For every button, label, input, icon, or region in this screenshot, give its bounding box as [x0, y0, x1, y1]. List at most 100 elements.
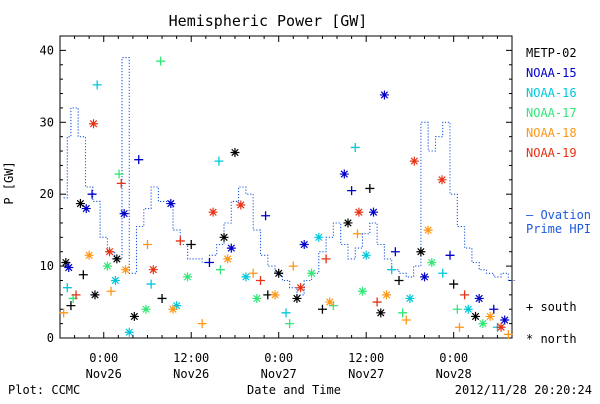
south-marker: [156, 56, 166, 66]
north-marker: [474, 293, 484, 303]
north-marker: [339, 169, 349, 179]
legend-entry: NOAA-19: [526, 146, 577, 160]
x-tick-time-label: 12:00: [173, 351, 209, 365]
south-marker: [503, 329, 513, 339]
south-marker: [390, 247, 400, 257]
north-marker: [75, 199, 85, 209]
north-marker: [81, 204, 91, 214]
north-marker: [124, 327, 134, 337]
south-marker: [214, 156, 224, 166]
south-marker: [87, 189, 97, 199]
south-marker: [350, 142, 360, 152]
north-marker: [148, 265, 158, 275]
x-tick-date-label: Nov27: [261, 367, 297, 381]
south-marker: [157, 293, 167, 303]
north-marker: [90, 290, 100, 300]
north-marker: [368, 207, 378, 217]
south-marker: [175, 236, 185, 246]
north-marker: [423, 225, 433, 235]
south-marker: [261, 211, 271, 221]
south-marker: [352, 229, 362, 239]
south-marker: [146, 279, 156, 289]
north-marker: [292, 293, 302, 303]
south-marker: [281, 308, 291, 318]
north-marker: [382, 290, 392, 300]
south-marker: [438, 268, 448, 278]
north-marker: [102, 261, 112, 271]
north-marker: [409, 156, 419, 166]
north-marker: [183, 272, 193, 282]
plot-frame: [59, 35, 513, 339]
north-marker: [463, 304, 473, 314]
south-marker: [372, 297, 382, 307]
south-marker: [71, 290, 81, 300]
north-marker: [241, 272, 251, 282]
north-marker: [208, 207, 218, 217]
north-marker: [274, 268, 284, 278]
south-marker: [398, 308, 408, 318]
x-tick-time-label: 0:00: [89, 351, 118, 365]
x-tick-date-label: Nov26: [86, 367, 122, 381]
y-tick-label: 0: [47, 331, 54, 345]
north-marker: [358, 286, 368, 296]
x-axis-label: Date and Time: [247, 383, 341, 397]
north-marker: [420, 272, 430, 282]
south-marker: [321, 254, 331, 264]
north-marker: [325, 297, 335, 307]
north-marker: [299, 240, 309, 250]
footer-timestamp: 2012/11/28 20:20:24: [455, 383, 592, 397]
x-tick-time-label: 12:00: [348, 351, 384, 365]
x-tick-time-label: 0:00: [264, 351, 293, 365]
chart-title: Hemispheric Power [GW]: [169, 12, 368, 30]
south-marker: [92, 80, 102, 90]
south-marker: [106, 286, 116, 296]
y-tick-label: 40: [40, 43, 54, 57]
south-marker: [197, 319, 207, 329]
south-marker: [285, 319, 295, 329]
north-marker: [343, 218, 353, 228]
south-marker: [142, 240, 152, 250]
x-tick-time-label: 0:00: [439, 351, 468, 365]
south-marker: [452, 304, 462, 314]
north-marker: [478, 319, 488, 329]
south-marker: [62, 283, 72, 293]
south-marker: [248, 268, 258, 278]
south-marker: [401, 315, 411, 325]
south-marker: [317, 304, 327, 314]
legend-entry: NOAA-16: [526, 86, 577, 100]
south-marker: [460, 290, 470, 300]
north-marker: [64, 263, 74, 273]
south-marker: [66, 301, 76, 311]
north-marker: [314, 232, 324, 242]
south-marker: [288, 261, 298, 271]
north-marker: [84, 250, 94, 260]
south-marker: [387, 265, 397, 275]
footer-credit: Plot: CCMC: [8, 383, 80, 397]
north-marker: [219, 232, 229, 242]
north-marker: [270, 290, 280, 300]
north-marker: [121, 265, 131, 275]
north-marker-legend: * north: [526, 332, 577, 346]
south-marker: [204, 258, 214, 267]
north-marker: [223, 254, 233, 264]
south-marker: [116, 178, 126, 188]
south-marker: [255, 275, 265, 285]
north-marker: [379, 90, 389, 100]
ovation-legend-line-1: — Ovation: [526, 208, 591, 222]
x-tick-date-label: Nov27: [348, 367, 384, 381]
north-marker: [89, 119, 99, 129]
south-marker: [59, 308, 69, 318]
north-marker: [500, 315, 510, 325]
north-marker: [296, 283, 306, 293]
north-marker: [226, 243, 236, 253]
north-marker: [252, 293, 262, 303]
north-marker: [110, 275, 120, 285]
north-marker: [166, 199, 176, 209]
south-marker: [186, 240, 196, 250]
legend-entry: METP-02: [526, 46, 577, 60]
south-marker-legend: + south: [526, 300, 577, 314]
y-tick-label: 20: [40, 187, 54, 201]
legend-entry: NOAA-17: [526, 106, 577, 120]
